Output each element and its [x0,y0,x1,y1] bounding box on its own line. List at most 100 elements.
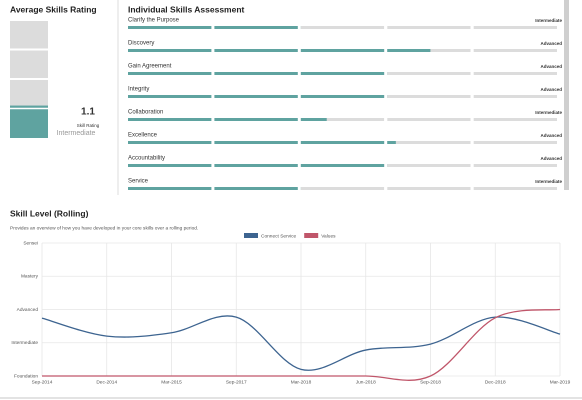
y-tick-label: Intermediate [11,340,38,346]
bar-gap [297,140,301,145]
bar-gap [470,48,474,53]
skill-name: Gain Agreement [128,64,172,70]
bar-gap [211,140,215,145]
x-tick-label: Dec-2018 [485,379,506,385]
bar-gap [470,186,474,191]
bar-track [387,164,471,167]
gauge-segment [10,80,48,108]
legend-label: Connect Service [261,233,297,239]
x-tick-label: Sep-2014 [32,379,53,385]
skill-level: Advanced [540,87,562,92]
skill-bar [128,95,388,98]
bar-gap [297,117,301,122]
skill-bar [128,164,388,167]
bar-track [387,95,471,98]
skill-name: Integrity [128,87,149,93]
bar-gap [557,94,560,99]
panel-title: Individual Skills Assessment [128,4,245,14]
bar-track [473,72,557,75]
legend-label: Values [321,233,336,239]
skill-bar [128,49,431,52]
y-tick-label: Sensei [23,240,38,246]
x-tick-label: Mar-2015 [161,379,182,385]
skill-name: Excellence [128,133,158,139]
bar-gap [297,71,301,76]
series-line [41,315,561,371]
rating-value: 1.1 [81,107,95,118]
bar-track [387,26,471,29]
gauge-segment [10,50,48,78]
bar-track [387,187,471,190]
bar-gap [211,48,215,53]
bar-gap [470,71,474,76]
bar-gap [557,25,560,30]
bar-gap [384,94,388,99]
skill-name: Accountability [128,156,165,162]
y-tick-label: Foundation [14,373,38,379]
bar-track [473,164,557,167]
bar-gap [384,163,388,168]
bar-gap [297,94,301,99]
bar-gap [557,140,560,145]
skill-name: Collaboration [128,110,163,116]
bar-track [473,95,557,98]
bar-gap [211,186,215,191]
gauge-fill [10,105,48,138]
bar-track [473,141,557,144]
gauge-segment [10,21,48,49]
bar-gap [211,117,215,122]
y-tick-label: Mastery [21,274,39,280]
x-tick-label: Mar-2018 [291,379,312,385]
x-tick-label: Mar-2019 [550,379,571,385]
bar-gap [211,163,215,168]
skill-level: Advanced [540,133,562,138]
bar-track [473,49,557,52]
skill-level: Advanced [540,156,562,161]
bar-track [300,187,385,190]
skills-list: Clarify the Purpose Intermediate Discovery… [128,18,562,191]
bar-track [387,118,471,121]
bar-gap [384,140,388,145]
bar-gap [384,25,388,30]
bar-gap [384,186,388,191]
skill-level: Intermediate [535,18,562,23]
bar-track [473,118,557,121]
skill-bar [128,141,396,144]
legend-swatch [304,233,319,238]
scrollbar[interactable] [564,0,569,190]
x-tick-label: Sep-2017 [226,379,247,385]
bar-track [387,72,471,75]
bar-gap [557,117,560,122]
legend-swatch [244,233,258,238]
x-tick-label: Dec-2014 [96,379,117,385]
bar-gap [384,71,388,76]
skill-level: Intermediate [535,110,562,115]
skill-level: Advanced [540,41,562,46]
skill-level: Intermediate [535,179,562,184]
bar-gap [470,25,474,30]
bar-gap [297,25,301,30]
bar-track [473,26,557,29]
bar-gap [470,94,474,99]
bar-gap [384,48,388,53]
bar-gap [557,71,560,76]
skill-bar [128,72,388,75]
bar-gap [470,117,474,122]
bar-track [300,118,385,121]
bar-gap [557,48,560,53]
series-line [42,308,561,381]
x-tick-label: Jun-2018 [356,379,376,385]
x-tick-label: Sep-2018 [420,379,441,385]
bar-track [387,141,471,144]
bar-gap [384,117,388,122]
skill-bar [128,118,327,121]
bar-gap [211,71,215,76]
bar-gap [297,48,301,53]
bar-track [473,187,557,190]
skill-name: Discovery [128,41,154,47]
bar-gap [470,140,474,145]
bar-gap [211,25,215,30]
bar-gap [470,163,474,168]
rating-level: Intermediate [57,130,96,137]
